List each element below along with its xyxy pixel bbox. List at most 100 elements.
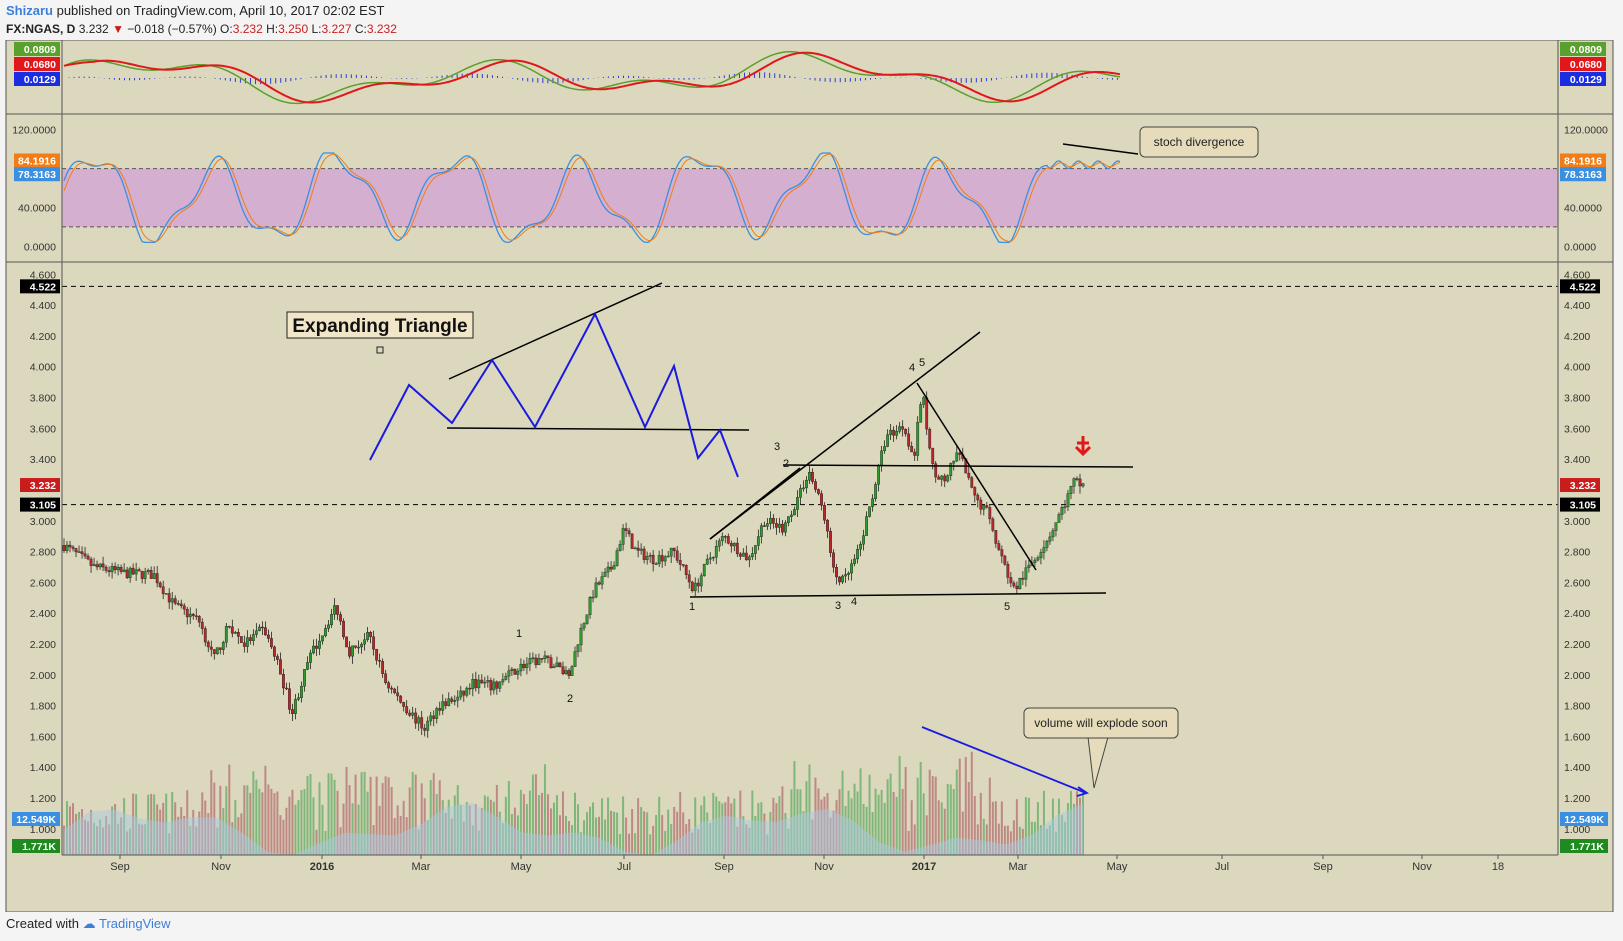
author-link[interactable]: Shizaru — [6, 3, 53, 18]
volume-callout-label: volume will explode soon — [1034, 716, 1167, 730]
price-panel[interactable]: 4.600 4.600 4.400 4.400 4.200 4.200 4.000 4.000… — [12, 269, 1608, 856]
candle-body — [489, 680, 493, 691]
candle-body — [868, 506, 871, 517]
candle-body — [483, 681, 487, 684]
candle-body — [441, 701, 445, 711]
volume-bar — [601, 798, 604, 855]
volume-bar — [841, 770, 844, 855]
candle-body — [922, 397, 926, 405]
stoch-divergence-callout — [1139, 126, 1259, 158]
candle-body — [603, 571, 607, 577]
volume-bar — [592, 802, 595, 855]
candle-body — [874, 484, 877, 499]
volume-bar — [610, 810, 613, 855]
stoch-badge-right — [1560, 167, 1606, 182]
candle-body — [312, 645, 315, 654]
volume-badge-left-label: 12.549K — [16, 814, 56, 826]
price-tick-right: 1.600 — [1564, 731, 1590, 743]
candle-body — [765, 523, 769, 527]
candle-body — [793, 509, 796, 516]
volume-bar — [408, 787, 411, 855]
x-tick-label: Sep — [1313, 861, 1333, 873]
price-tick-right: 1.000 — [1564, 824, 1590, 836]
volume-bar — [270, 788, 273, 855]
candle-body — [558, 662, 562, 667]
candle-body — [354, 645, 357, 648]
macd-panel[interactable]: 0.0809 0.0680 0.0129 0.0809 0.0680 0.0129 — [14, 42, 1606, 105]
volume-bar — [625, 817, 628, 855]
price-tick-right: 1.200 — [1564, 793, 1590, 805]
candle-body — [940, 475, 944, 480]
volume-bar — [1027, 797, 1030, 855]
candle-body — [257, 626, 261, 631]
candle-body — [781, 523, 784, 533]
candle-body — [973, 487, 977, 496]
candle-body — [161, 586, 165, 594]
candle-body — [859, 543, 862, 550]
candle-body — [579, 627, 583, 646]
candle-body — [534, 657, 538, 666]
volume-bar — [628, 833, 631, 855]
candle-body — [853, 558, 856, 564]
stochastic-panel[interactable]: 120.0000 120.0000 40.0000 40.0000 0.0000 0.00… — [12, 125, 1608, 254]
volume-bar — [378, 805, 381, 855]
price-tick-left: 2.200 — [30, 639, 56, 651]
volume-bar — [351, 803, 354, 855]
candle-body — [188, 613, 192, 618]
candle-body — [170, 598, 174, 603]
candle-body — [814, 481, 817, 490]
x-tick-label: May — [511, 861, 532, 873]
volume-bar — [519, 789, 522, 855]
volume-bar — [955, 769, 958, 855]
anchor-marker — [376, 346, 384, 354]
price-tick-left: 1.200 — [30, 793, 56, 805]
volume-bar — [1015, 799, 1018, 855]
volume-bar — [694, 797, 697, 855]
volume-bar — [1042, 790, 1045, 855]
candle-body — [847, 572, 850, 575]
tradingview-link[interactable]: TradingView — [99, 916, 171, 931]
candle-body — [333, 605, 336, 615]
volume-bar — [949, 784, 952, 855]
volume-bar — [366, 791, 369, 855]
volume-bar — [294, 804, 297, 855]
candle-body — [342, 620, 345, 638]
candle-body — [1051, 530, 1055, 538]
volume-bar — [273, 793, 276, 855]
candle-body — [808, 472, 811, 481]
volume-callout-pointer — [1087, 736, 1109, 789]
candle-body — [916, 422, 920, 456]
candle-body — [618, 544, 622, 551]
axes: Sep Nov 2016 Mar May Jul Sep Nov 2017 Mar May Jul Se… — [6, 40, 1613, 873]
candle-body — [288, 688, 291, 710]
wave-count-label: 1 — [516, 628, 522, 640]
candle-body — [480, 679, 484, 684]
volume-bar — [507, 781, 510, 855]
x-tick-label: May — [1107, 861, 1128, 873]
candle-body — [245, 637, 249, 647]
volume-bar — [360, 772, 363, 855]
volume-bar — [982, 818, 985, 855]
candle-body — [1042, 547, 1046, 553]
publish-header: Shizaru published on TradingView.com, Ap… — [6, 3, 384, 18]
trendline — [689, 592, 1107, 598]
low-value: 3.227 — [321, 22, 352, 36]
candle-body — [369, 632, 373, 637]
candle-body — [799, 488, 802, 498]
stoch-band — [62, 168, 1558, 227]
candle-body — [552, 666, 556, 669]
volume-bar — [946, 783, 949, 855]
candle-body — [516, 670, 520, 675]
price-tick-left: 2.600 — [30, 577, 56, 589]
macd-badge-left-label: 0.0680 — [24, 59, 56, 71]
candle-body — [1036, 557, 1040, 561]
volume-bar — [258, 788, 261, 855]
candle-body — [672, 547, 676, 552]
candle-body — [1009, 577, 1013, 584]
candle-body — [1000, 549, 1004, 557]
volume-bar — [658, 796, 661, 855]
volume-bar — [877, 794, 880, 855]
candle-body — [495, 681, 499, 689]
candle-body — [492, 681, 496, 691]
